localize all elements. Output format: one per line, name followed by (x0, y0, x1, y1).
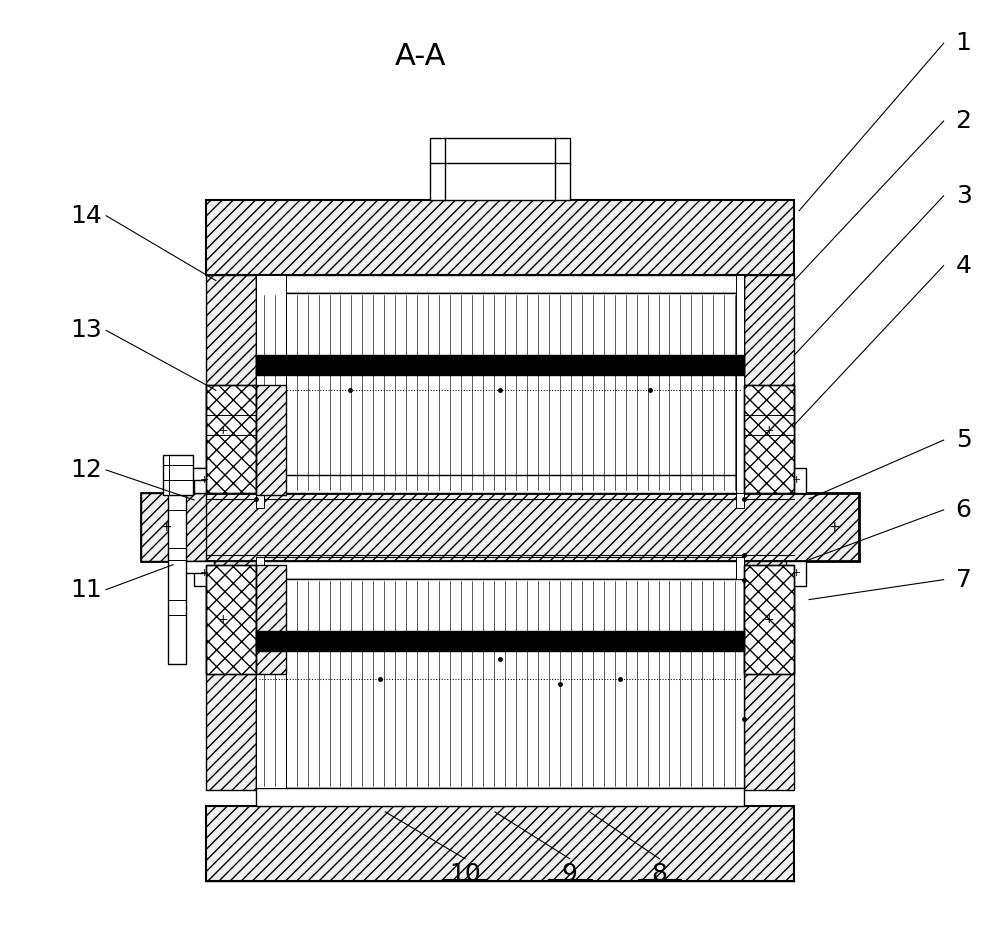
Text: +: + (764, 613, 775, 626)
Bar (206, 275, 256, 499)
Bar (168, 490, 186, 664)
Bar (256, 557, 264, 579)
Bar (206, 385, 256, 493)
Bar (256, 564, 286, 674)
Text: +: + (218, 613, 228, 626)
Text: +: + (200, 568, 210, 578)
Text: 2: 2 (956, 109, 972, 133)
Text: 5: 5 (956, 428, 971, 452)
Text: 4: 4 (956, 253, 972, 278)
Text: +: + (218, 424, 228, 437)
Bar (786, 468, 806, 493)
Bar (206, 806, 794, 881)
Bar (744, 385, 794, 493)
Text: 12: 12 (70, 458, 102, 482)
Text: 7: 7 (956, 568, 972, 592)
Bar (256, 561, 744, 579)
Bar (176, 561, 214, 573)
Bar (256, 579, 286, 788)
Text: 10: 10 (449, 862, 481, 886)
Bar (206, 564, 256, 674)
Text: +: + (160, 520, 172, 534)
Bar (194, 561, 214, 586)
Text: 3: 3 (956, 184, 972, 208)
Bar (256, 579, 744, 788)
Bar (256, 475, 744, 493)
Text: +: + (200, 475, 210, 485)
Bar (736, 557, 744, 579)
Bar (206, 561, 256, 790)
Bar (163, 455, 193, 495)
Bar (744, 564, 794, 674)
Text: 1: 1 (956, 31, 972, 56)
Bar (256, 275, 286, 385)
Text: 14: 14 (70, 204, 102, 228)
Text: A-A: A-A (394, 42, 446, 70)
Text: +: + (791, 568, 801, 578)
Text: 6: 6 (956, 498, 972, 522)
Bar (744, 275, 794, 499)
Bar (736, 275, 744, 494)
Text: +: + (791, 475, 801, 485)
Bar (141, 493, 859, 561)
Text: +: + (828, 520, 840, 534)
Bar (206, 200, 794, 275)
Bar (430, 138, 570, 200)
Bar (256, 493, 264, 508)
Bar (256, 385, 286, 495)
Bar (256, 275, 264, 494)
Text: 13: 13 (70, 318, 102, 342)
Text: 9: 9 (562, 862, 578, 886)
Bar (206, 564, 256, 674)
Text: 8: 8 (652, 862, 668, 886)
Bar (256, 292, 744, 492)
Bar (736, 493, 744, 508)
Bar (176, 468, 214, 480)
Bar (744, 385, 794, 493)
Bar (206, 385, 256, 493)
Bar (256, 275, 744, 292)
Text: +: + (764, 424, 775, 437)
Bar (744, 564, 794, 674)
Bar (744, 561, 794, 790)
Bar (194, 468, 214, 493)
Bar (256, 355, 744, 376)
Bar (256, 788, 744, 806)
Bar (256, 632, 744, 651)
Bar (786, 561, 806, 586)
Bar (141, 493, 206, 561)
Text: 11: 11 (70, 577, 102, 601)
